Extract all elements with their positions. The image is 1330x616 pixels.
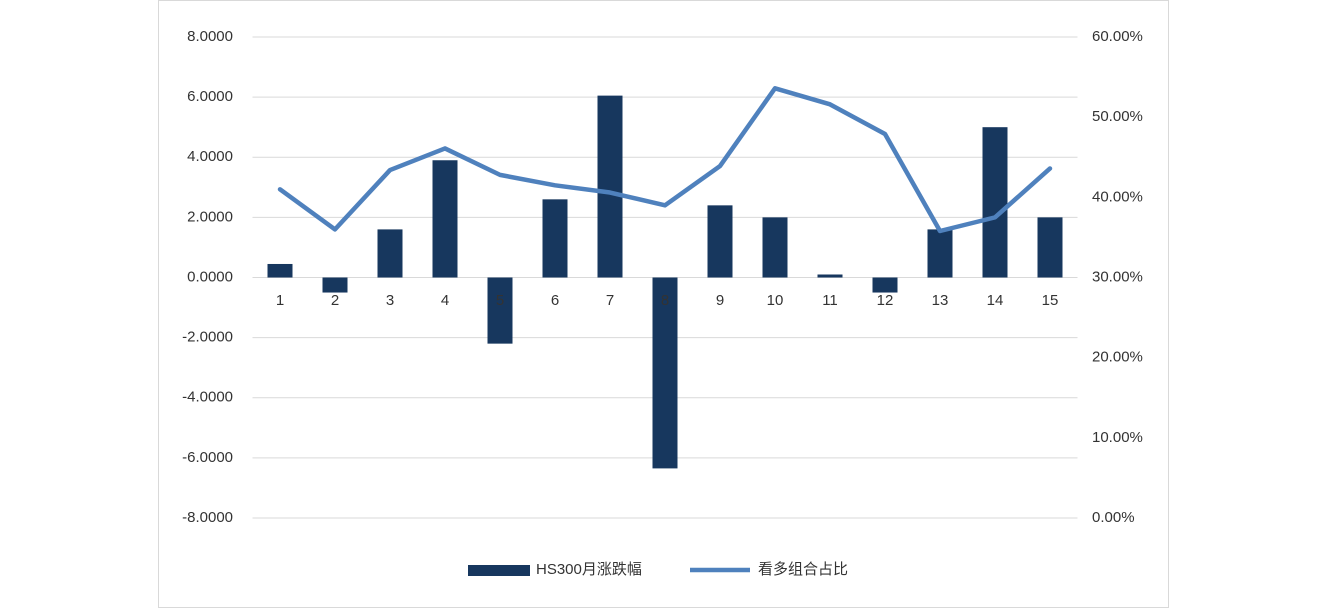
- x-tick-label: 5: [496, 292, 504, 309]
- bar: [1037, 217, 1063, 278]
- x-tick-label: 15: [1042, 292, 1059, 309]
- bar: [432, 160, 458, 278]
- y-tick-label: 2.0000: [187, 208, 233, 225]
- y2-tick-label: 10.00%: [1092, 429, 1143, 446]
- y-tick-label: -8.0000: [182, 509, 233, 526]
- y-tick-label: -4.0000: [182, 389, 233, 406]
- bar: [982, 127, 1008, 278]
- x-tick-label: 1: [276, 292, 284, 309]
- legend-label: HS300月涨跌幅: [536, 561, 642, 578]
- x-tick-label: 8: [661, 292, 669, 309]
- legend-label: 看多组合占比: [758, 561, 848, 578]
- legend-swatch: [468, 565, 530, 576]
- bar: [377, 229, 403, 278]
- x-tick-label: 11: [822, 292, 838, 309]
- x-tick-label: 12: [877, 292, 894, 309]
- line: [277, 86, 1053, 234]
- y-tick-label: 0.0000: [187, 268, 233, 285]
- bar: [542, 199, 568, 278]
- bar: [652, 277, 678, 469]
- x-tick-label: 13: [932, 292, 949, 309]
- y2-tick-label: 30.00%: [1092, 268, 1143, 285]
- y-tick-label: 6.0000: [187, 88, 233, 105]
- bar: [927, 229, 953, 278]
- y2-tick-label: 40.00%: [1092, 188, 1143, 205]
- y2-tick-label: 50.00%: [1092, 108, 1143, 125]
- y-tick-label: 8.0000: [187, 28, 233, 45]
- x-tick-label: 14: [987, 292, 1004, 309]
- bar: [322, 277, 348, 293]
- x-tick-label: 3: [386, 292, 394, 309]
- y-tick-label: 4.0000: [187, 148, 233, 165]
- y-tick-label: -2.0000: [182, 329, 233, 346]
- bar: [707, 205, 733, 278]
- y2-tick-label: 60.00%: [1092, 28, 1143, 45]
- y-tick-label: -6.0000: [182, 449, 233, 466]
- bar: [597, 95, 623, 278]
- bar: [267, 263, 293, 278]
- y2-tick-label: 20.00%: [1092, 349, 1143, 366]
- bar: [817, 274, 843, 278]
- x-tick-label: 10: [767, 292, 784, 309]
- bar: [487, 277, 513, 344]
- x-tick-label: 6: [551, 292, 559, 309]
- bar: [762, 217, 788, 278]
- bar: [872, 277, 898, 293]
- x-tick-label: 9: [716, 292, 724, 309]
- x-tick-label: 4: [441, 292, 449, 309]
- x-tick-label: 2: [331, 292, 339, 309]
- x-tick-label: 7: [606, 292, 614, 309]
- y2-tick-label: 0.00%: [1092, 509, 1135, 526]
